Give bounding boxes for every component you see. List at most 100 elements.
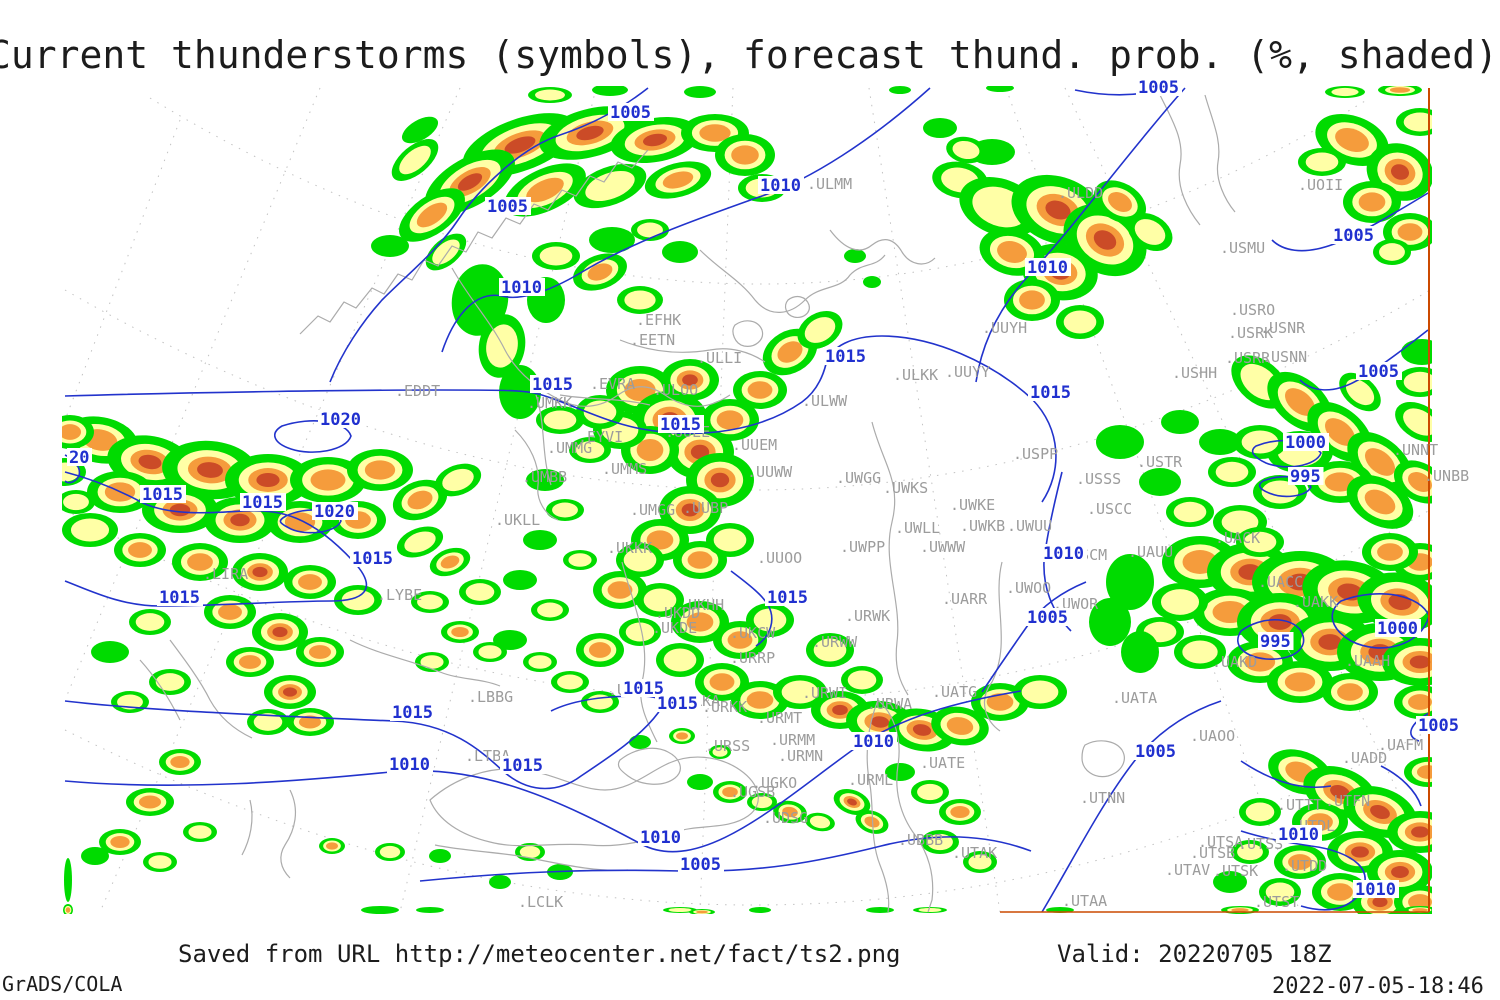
probability-shade [607, 581, 633, 599]
station-label: .UKHH [679, 596, 724, 614]
storm-probability-cell [669, 728, 695, 744]
probability-shade [662, 241, 698, 263]
probability-shade [504, 136, 536, 154]
station-label: .EYVI [578, 428, 623, 446]
station-label: .URMN [778, 747, 823, 765]
probability-shade [1284, 388, 1316, 416]
probability-shade [643, 588, 677, 612]
isobar-label-box [1416, 716, 1462, 734]
station-label: .LTBA [465, 747, 510, 765]
coastline [784, 295, 810, 318]
storm-probability-cell [334, 585, 382, 615]
probability-shade [1182, 640, 1218, 664]
probability-shade [503, 570, 537, 590]
probability-shade [713, 528, 747, 552]
isobar-label: 1015 [242, 493, 283, 513]
station-label: .UMKK [527, 394, 572, 412]
isobar-label-box [638, 828, 684, 846]
isobar-label-box [499, 278, 545, 296]
storm-probability-cell [1063, 203, 1147, 277]
isobar-label: 20 [69, 448, 89, 468]
isobar-label-box [1028, 383, 1074, 401]
isobar-label: 1010 [501, 278, 542, 298]
station-label: .UWPP [840, 538, 885, 556]
station-label: .USRR [1225, 349, 1271, 367]
probability-shade [528, 655, 552, 669]
coastline [169, 639, 253, 739]
isobar-label-box [1288, 467, 1324, 485]
station-label: .UWUU [1007, 517, 1052, 535]
storm-probability-cell [1387, 811, 1432, 853]
isobar-label: 1015 [532, 375, 573, 395]
station-label: .URWW [812, 633, 858, 651]
probability-shade [1364, 489, 1396, 515]
coastline [280, 789, 297, 879]
isobar-label-box [1356, 362, 1402, 380]
isobar-label: 1020 [314, 502, 355, 522]
storm-probability-cell [204, 595, 256, 629]
station-label: .UAFM [1378, 736, 1423, 754]
storm-probability-cell [63, 904, 73, 914]
storm-probability-cell [746, 603, 794, 637]
isobar-label: 1005 [1027, 608, 1068, 628]
storm-probability-cell [629, 735, 651, 749]
storm-probability-cell [589, 227, 635, 253]
storm-probability-cell [1093, 180, 1147, 224]
storm-probability-cell [459, 579, 501, 605]
storm-probability-cell [375, 843, 405, 861]
generation-timestamp: 2022-07-05-18:46 [1272, 974, 1484, 999]
station-label: .UKKK [607, 539, 652, 557]
isobar-label-box [318, 410, 364, 428]
probability-shade [575, 441, 605, 459]
storm-probability-cell [806, 633, 854, 667]
probability-shade [870, 716, 890, 728]
probability-shade [1288, 854, 1312, 870]
station-label: .UTAA [1062, 892, 1107, 910]
storm-probability-cell [636, 583, 684, 617]
probability-shade [230, 513, 250, 527]
probability-shade [170, 756, 190, 768]
station-label: .USPP [1013, 445, 1058, 463]
probability-shade [946, 717, 974, 735]
storm-probability-cell [661, 359, 719, 401]
station-label: .ULOO [653, 381, 698, 399]
isobar-label-box [1258, 632, 1294, 650]
probability-shade [1337, 683, 1363, 701]
storm-probability-cell [434, 463, 482, 497]
probability-shade [588, 642, 612, 658]
probability-shade [746, 691, 774, 709]
graticule-line [699, 87, 734, 913]
storm-probability-cell [1089, 598, 1131, 646]
storm-probability-cell [946, 136, 986, 164]
probability-shade [1019, 290, 1045, 310]
probability-shade [576, 125, 604, 141]
isobar-label-box [851, 732, 897, 750]
probability-shade [1401, 339, 1432, 365]
storm-probability-cell [526, 469, 564, 491]
isobar-contour [441, 87, 931, 353]
storm-probability-cell [805, 812, 835, 832]
storm-probability-cell [401, 116, 439, 144]
station-label: .UUYY [945, 363, 990, 381]
probability-shade [727, 631, 753, 649]
storm-probability-cell [1152, 583, 1208, 621]
station-label: .UAOO [1190, 727, 1235, 745]
probability-shade [440, 555, 460, 569]
probability-shade [70, 518, 110, 542]
storm-probability-cell [1199, 429, 1241, 455]
probability-shade [417, 594, 443, 610]
isobar-label-box [312, 502, 358, 520]
isobar-label: 1015 [142, 485, 183, 505]
storm-probability-cell [617, 286, 663, 314]
storm-probability-cell [252, 613, 308, 651]
probability-shade [1377, 543, 1403, 561]
probability-shade [64, 858, 72, 902]
storm-probability-cell [528, 87, 572, 103]
station-label: .UACC [1258, 573, 1303, 591]
probability-shade [1390, 164, 1410, 180]
probability-shade [629, 735, 651, 749]
probability-shade [747, 381, 773, 399]
probability-shade [997, 241, 1027, 263]
storm-probability-cell [62, 490, 95, 514]
station-label: .UAUU [1128, 543, 1173, 561]
